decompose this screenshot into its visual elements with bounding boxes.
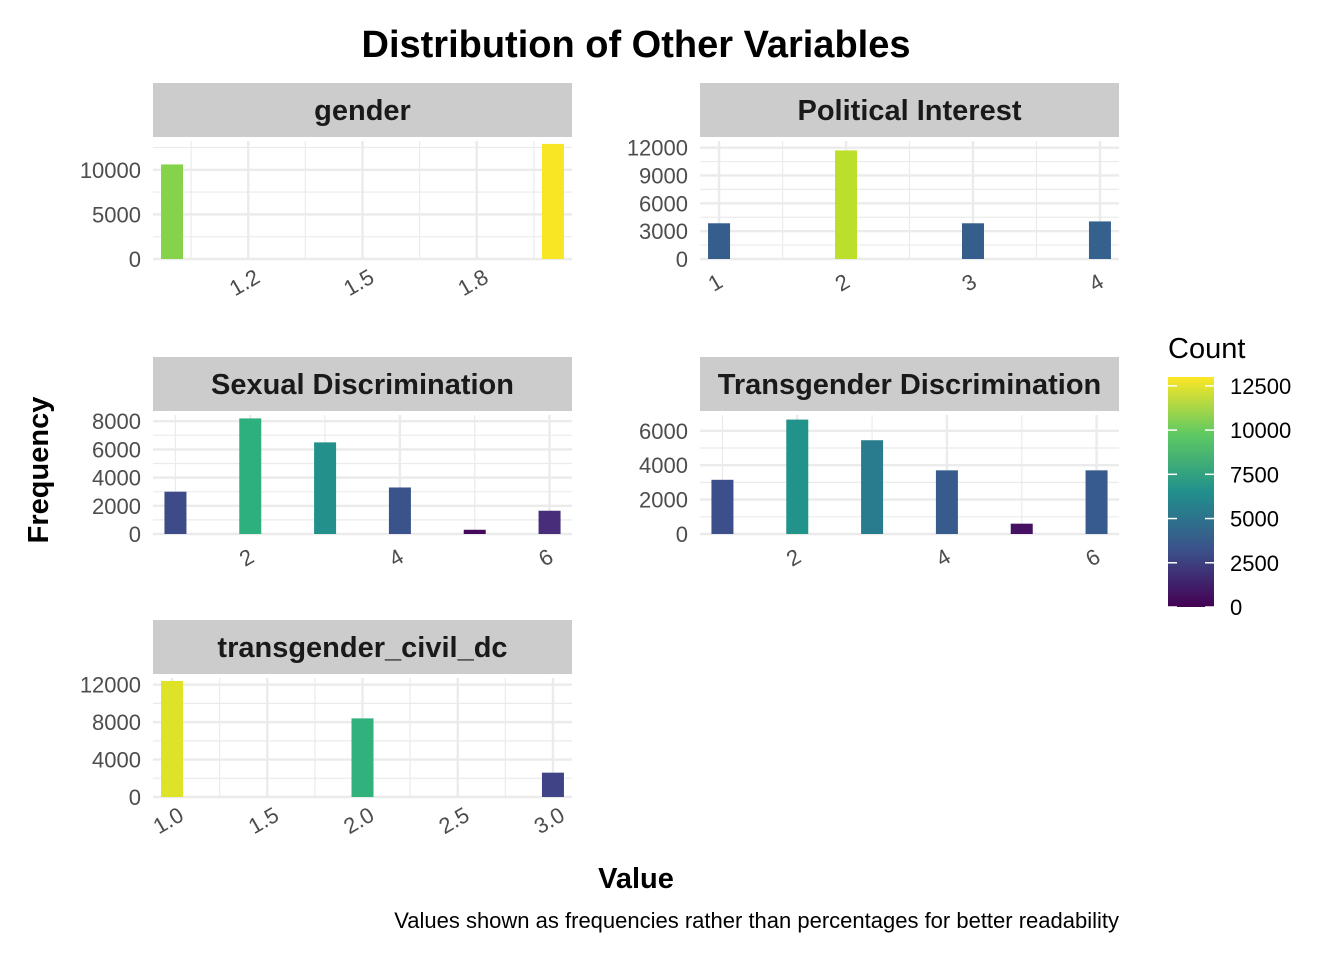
y-tick-label: 6000 bbox=[639, 191, 688, 216]
y-tick-label: 0 bbox=[676, 247, 688, 272]
bar-gender-2 bbox=[541, 143, 564, 259]
panel-4: transgender_civil_dc 0 4000 8000 12000 1.0 1.5… bbox=[80, 620, 572, 839]
panel-strip bbox=[153, 620, 572, 674]
y-tick-label: 12000 bbox=[627, 136, 688, 161]
legend-colorbar bbox=[1168, 377, 1214, 607]
x-tick-label: 1 bbox=[704, 269, 727, 297]
x-tick-label: 1.2 bbox=[225, 264, 264, 301]
y-tick-label: 4000 bbox=[639, 453, 688, 478]
x-tick-label: 6 bbox=[534, 544, 557, 572]
bar-Transgender Discrimination-2 bbox=[786, 419, 809, 534]
y-tick-label: 0 bbox=[129, 522, 141, 547]
bar-Transgender Discrimination-3 bbox=[861, 440, 884, 534]
x-tick-label: 1.5 bbox=[244, 802, 283, 839]
panel-title: Sexual Discrimination bbox=[211, 369, 514, 401]
x-tick-label: 2.0 bbox=[339, 802, 378, 839]
bar-Transgender Discrimination-1 bbox=[711, 479, 734, 534]
x-tick-label: 2 bbox=[235, 544, 258, 572]
panel-title: transgender_civil_dc bbox=[217, 632, 507, 664]
x-tick-label: 2 bbox=[782, 544, 805, 572]
bar-Transgender Discrimination-6 bbox=[1085, 470, 1108, 534]
bar-Sexual Discrimination-6 bbox=[538, 510, 561, 534]
x-axis-title: Value bbox=[598, 863, 674, 895]
x-tick-label: 4 bbox=[385, 544, 408, 572]
y-tick-label: 8000 bbox=[92, 710, 141, 735]
panel-title: gender bbox=[314, 95, 411, 127]
x-tick-label: 2.5 bbox=[434, 802, 473, 839]
bar-Sexual Discrimination-5 bbox=[463, 529, 486, 534]
bar-Sexual Discrimination-2 bbox=[239, 418, 262, 534]
y-tick-label: 4000 bbox=[92, 748, 141, 773]
panel-title: Political Interest bbox=[797, 95, 1021, 127]
y-tick-label: 12000 bbox=[80, 673, 141, 698]
bar-transgender_civil_dc-1 bbox=[161, 680, 184, 797]
bar-Political Interest-3 bbox=[961, 223, 984, 259]
chart-title: Distribution of Other Variables bbox=[362, 24, 911, 66]
bar-Sexual Discrimination-3 bbox=[314, 442, 337, 534]
panel-2: Sexual Discrimination 0 2000 4000 6000 8000 2 4… bbox=[92, 357, 572, 571]
bar-Political Interest-4 bbox=[1088, 221, 1111, 259]
y-tick-label: 4000 bbox=[92, 466, 141, 491]
y-tick-label: 6000 bbox=[639, 419, 688, 444]
panel-strip bbox=[153, 83, 572, 137]
x-tick-label: 1.0 bbox=[149, 802, 188, 839]
panel-strip bbox=[153, 357, 572, 411]
y-tick-label: 3000 bbox=[639, 219, 688, 244]
bar-Sexual Discrimination-4 bbox=[388, 487, 411, 534]
panel-strip bbox=[700, 83, 1119, 137]
y-tick-label: 2000 bbox=[92, 494, 141, 519]
panel-strip bbox=[700, 357, 1119, 411]
legend-tick-label: 5000 bbox=[1230, 507, 1279, 532]
legend-tick-label: 10000 bbox=[1230, 418, 1291, 443]
bar-Political Interest-1 bbox=[708, 223, 731, 259]
x-tick-label: 3 bbox=[958, 269, 981, 297]
bar-transgender_civil_dc-2 bbox=[351, 718, 374, 797]
x-tick-label: 1.8 bbox=[454, 264, 493, 301]
x-tick-label: 1.5 bbox=[339, 264, 378, 301]
x-tick-label: 2 bbox=[831, 269, 854, 297]
x-tick-label: 4 bbox=[1085, 269, 1108, 297]
legend: Count 0 2500 5000 7500 10000 12500 bbox=[1168, 333, 1291, 620]
y-tick-label: 0 bbox=[676, 522, 688, 547]
x-tick-label: 6 bbox=[1081, 544, 1104, 572]
bar-Transgender Discrimination-5 bbox=[1010, 523, 1033, 534]
x-tick-label: 3.0 bbox=[530, 802, 569, 839]
y-tick-label: 0 bbox=[129, 785, 141, 810]
legend-title: Count bbox=[1168, 333, 1245, 365]
y-tick-label: 6000 bbox=[92, 437, 141, 462]
y-tick-label: 9000 bbox=[639, 163, 688, 188]
x-tick-label: 4 bbox=[932, 544, 955, 572]
y-tick-label: 8000 bbox=[92, 409, 141, 434]
chart-caption: Values shown as frequencies rather than … bbox=[394, 908, 1119, 933]
legend-tick-label: 0 bbox=[1230, 595, 1242, 620]
y-tick-label: 5000 bbox=[92, 202, 141, 227]
bar-Transgender Discrimination-4 bbox=[935, 470, 958, 534]
panel-title: Transgender Discrimination bbox=[718, 369, 1102, 401]
legend-tick-label: 2500 bbox=[1230, 551, 1279, 576]
y-tick-label: 0 bbox=[129, 247, 141, 272]
legend-tick-label: 12500 bbox=[1230, 374, 1291, 399]
y-tick-label: 10000 bbox=[80, 158, 141, 183]
bar-Sexual Discrimination-1 bbox=[164, 491, 187, 534]
bar-Political Interest-2 bbox=[835, 150, 858, 259]
y-tick-label: 2000 bbox=[639, 488, 688, 513]
panel-0: gender 0 5000 10000 1.2 1.5 1.8 bbox=[80, 83, 572, 301]
bar-gender-1 bbox=[161, 164, 184, 259]
panel-3: Transgender Discrimination 0 2000 4000 6000 2… bbox=[639, 357, 1119, 571]
y-axis-title: Frequency bbox=[23, 397, 55, 544]
legend-tick-label: 7500 bbox=[1230, 462, 1279, 487]
bar-transgender_civil_dc-3 bbox=[541, 772, 564, 797]
